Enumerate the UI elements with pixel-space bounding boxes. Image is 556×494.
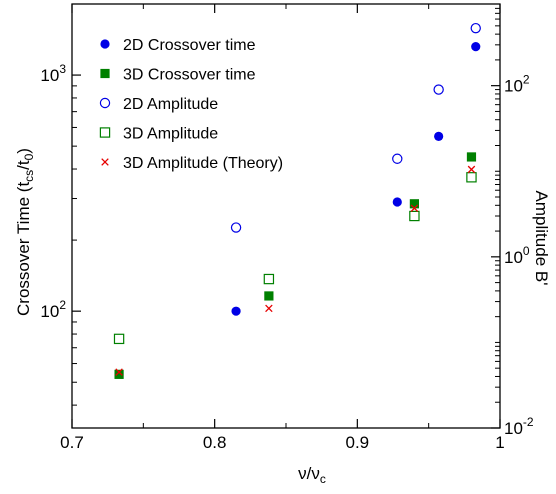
legend-marker-2d-crossover-time xyxy=(100,39,110,49)
point-3d-crossover-time xyxy=(114,369,124,379)
point-3d-amplitude-theory xyxy=(115,368,123,376)
legend-label-2d-amplitude: 2D Amplitude xyxy=(123,96,218,113)
data-points xyxy=(113,22,481,379)
x-tick-label: 0.8 xyxy=(203,433,227,452)
point-2d-crossover-time xyxy=(231,306,241,316)
point-2d-amplitude xyxy=(392,153,403,164)
legend: 2D Crossover time 3D Crossover time 2D Amp… xyxy=(99,37,283,172)
point-2d-crossover-time xyxy=(392,197,402,207)
x-axis-title: ν/νc xyxy=(298,464,326,486)
point-2d-amplitude xyxy=(433,84,444,95)
y-left-tick-label: 102 xyxy=(40,298,66,321)
point-3d-amplitude xyxy=(409,210,420,222)
point-3d-amplitude-theory xyxy=(410,204,419,212)
y-right-tick-label: 10-2 xyxy=(504,415,534,438)
y-left-tick-label: 103 xyxy=(40,62,66,85)
point-3d-amplitude-theory xyxy=(467,165,476,174)
point-3d-amplitude xyxy=(113,333,125,345)
legend-marker-3d-crossover-time xyxy=(100,68,110,79)
point-2d-amplitude xyxy=(230,222,242,233)
axis-ticks xyxy=(71,3,501,429)
tick-labels: 0.7 0.8 0.9 1 102 103 10-2 100 102 xyxy=(40,62,534,452)
legend-label-3d-crossover-time: 3D Crossover time xyxy=(123,67,256,84)
point-2d-crossover-time xyxy=(434,131,444,141)
point-2d-crossover-time xyxy=(471,42,481,52)
legend-marker-3d-amplitude xyxy=(99,127,111,138)
point-3d-crossover-time xyxy=(409,199,419,209)
x-tick-label: 1 xyxy=(495,433,504,452)
y-axis-left-title: Crossover Time (tcs/t0) xyxy=(14,148,36,316)
x-tick-label: 0.7 xyxy=(60,433,84,452)
legend-label-2d-crossover-time: 2D Crossover time xyxy=(123,37,256,54)
y-right-tick-label: 102 xyxy=(504,73,530,96)
point-3d-crossover-time xyxy=(264,291,274,301)
legend-label-3d-amplitude: 3D Amplitude xyxy=(123,126,218,143)
y-axis-right-title: Amplitude B' xyxy=(532,191,551,286)
legend-marker-3d-amplitude-theory xyxy=(101,158,109,166)
y-right-tick-label: 100 xyxy=(504,244,530,267)
legend-label-3d-amplitude-theory: 3D Amplitude (Theory) xyxy=(123,155,283,172)
point-2d-amplitude xyxy=(470,22,481,34)
point-3d-amplitude-theory xyxy=(265,304,273,313)
legend-marker-2d-amplitude xyxy=(99,97,111,109)
point-3d-amplitude xyxy=(263,273,275,285)
x-tick-label: 0.9 xyxy=(346,433,370,452)
point-3d-crossover-time xyxy=(466,152,477,162)
point-3d-amplitude xyxy=(466,172,477,183)
